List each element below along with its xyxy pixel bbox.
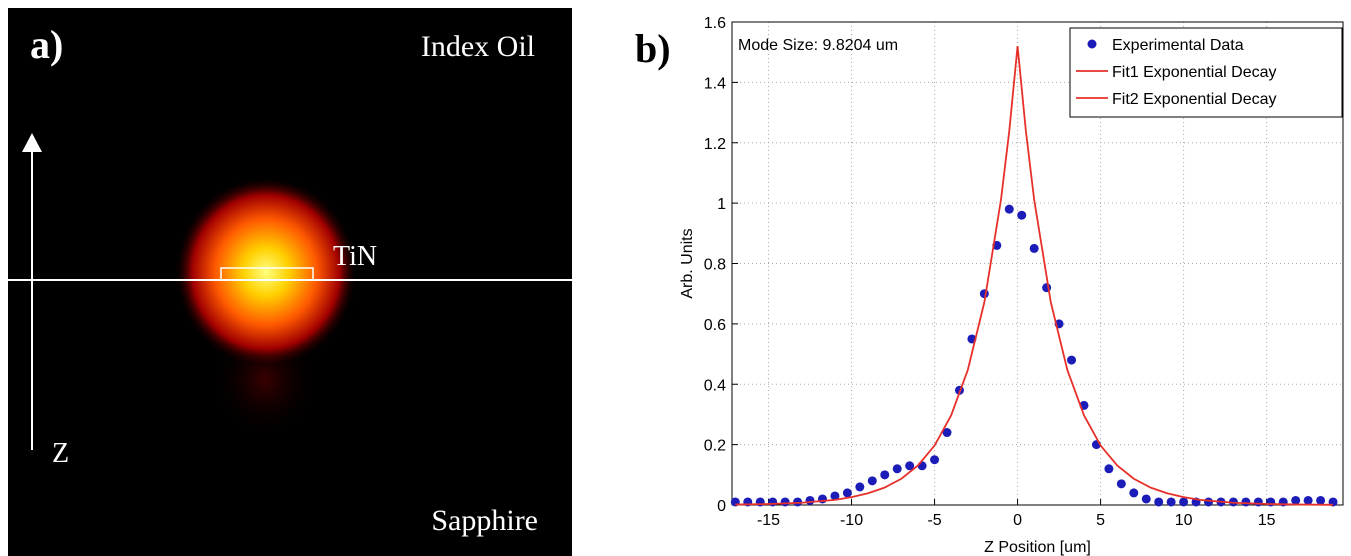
x-tick-label: -5 [927, 512, 941, 529]
legend-label: Fit2 Exponential Decay [1112, 91, 1277, 108]
annotation: Mode Size: 9.8204 um [738, 37, 898, 54]
data-point [806, 496, 815, 505]
medium-label: Sapphire [431, 504, 538, 537]
y-tick-label: 0.6 [704, 317, 726, 334]
y-tick-label: 1.4 [704, 75, 726, 92]
data-point [1241, 497, 1250, 506]
axis-label: Z [52, 438, 69, 469]
y-tick-label: 0.2 [704, 438, 726, 455]
data-point [1030, 244, 1039, 253]
data-point [1017, 211, 1026, 220]
data-point [1266, 497, 1275, 506]
data-point [781, 497, 790, 506]
data-point [843, 488, 852, 497]
y-tick-label: 0.4 [704, 377, 726, 394]
data-point [1129, 488, 1138, 497]
y-tick-label: 1 [717, 196, 726, 213]
data-point [756, 497, 765, 506]
data-point [1104, 464, 1113, 473]
data-point [1316, 496, 1325, 505]
data-point [1179, 497, 1188, 506]
mode-spot [174, 176, 358, 368]
data-point [930, 455, 939, 464]
y-tick-label: 1.6 [704, 15, 726, 32]
data-point [1154, 497, 1163, 506]
data-point [855, 482, 864, 491]
data-point [1254, 497, 1263, 506]
legend-marker [1088, 40, 1097, 49]
x-tick-label: -10 [840, 512, 863, 529]
data-point [1167, 497, 1176, 506]
data-point [868, 476, 877, 485]
x-tick-label: 15 [1258, 512, 1276, 529]
panel-b: b) -15 -10 -5 0 5 10 15 0 0.2 0.4 0.6 0.8 1 1.2 1.4 1.6… [635, 15, 1343, 556]
x-tick-label: -15 [757, 512, 780, 529]
data-point [768, 497, 777, 506]
x-tick-label: 5 [1096, 512, 1105, 529]
data-point [880, 470, 889, 479]
data-point [1304, 496, 1313, 505]
data-point [1142, 494, 1151, 503]
panel-a: a) Index Oil TiN Z Sapphire [8, 8, 572, 556]
data-point [1067, 356, 1076, 365]
y-tick-label: 0.8 [704, 257, 726, 274]
data-point [893, 464, 902, 473]
panel-label: a) [30, 22, 63, 67]
data-point [1005, 205, 1014, 214]
legend-label: Experimental Data [1112, 37, 1244, 54]
y-axis-title: Arb. Units [679, 228, 696, 298]
figure: a) Index Oil TiN Z Sapphire b) -15 -10 -5 0… [0, 0, 1351, 556]
x-tick-label: 10 [1175, 512, 1193, 529]
data-point [1204, 497, 1213, 506]
data-point [1117, 479, 1126, 488]
layer-label: TiN [333, 241, 377, 272]
x-tick-label: 0 [1013, 512, 1022, 529]
x-axis-title: Z Position [um] [984, 539, 1091, 556]
y-tick-label: 1.2 [704, 136, 726, 153]
legend-label: Fit1 Exponential Decay [1112, 64, 1277, 81]
panel-label: b) [635, 26, 671, 71]
medium-label: Index Oil [421, 30, 535, 63]
data-point [918, 461, 927, 470]
y-tick-label: 0 [717, 498, 726, 515]
